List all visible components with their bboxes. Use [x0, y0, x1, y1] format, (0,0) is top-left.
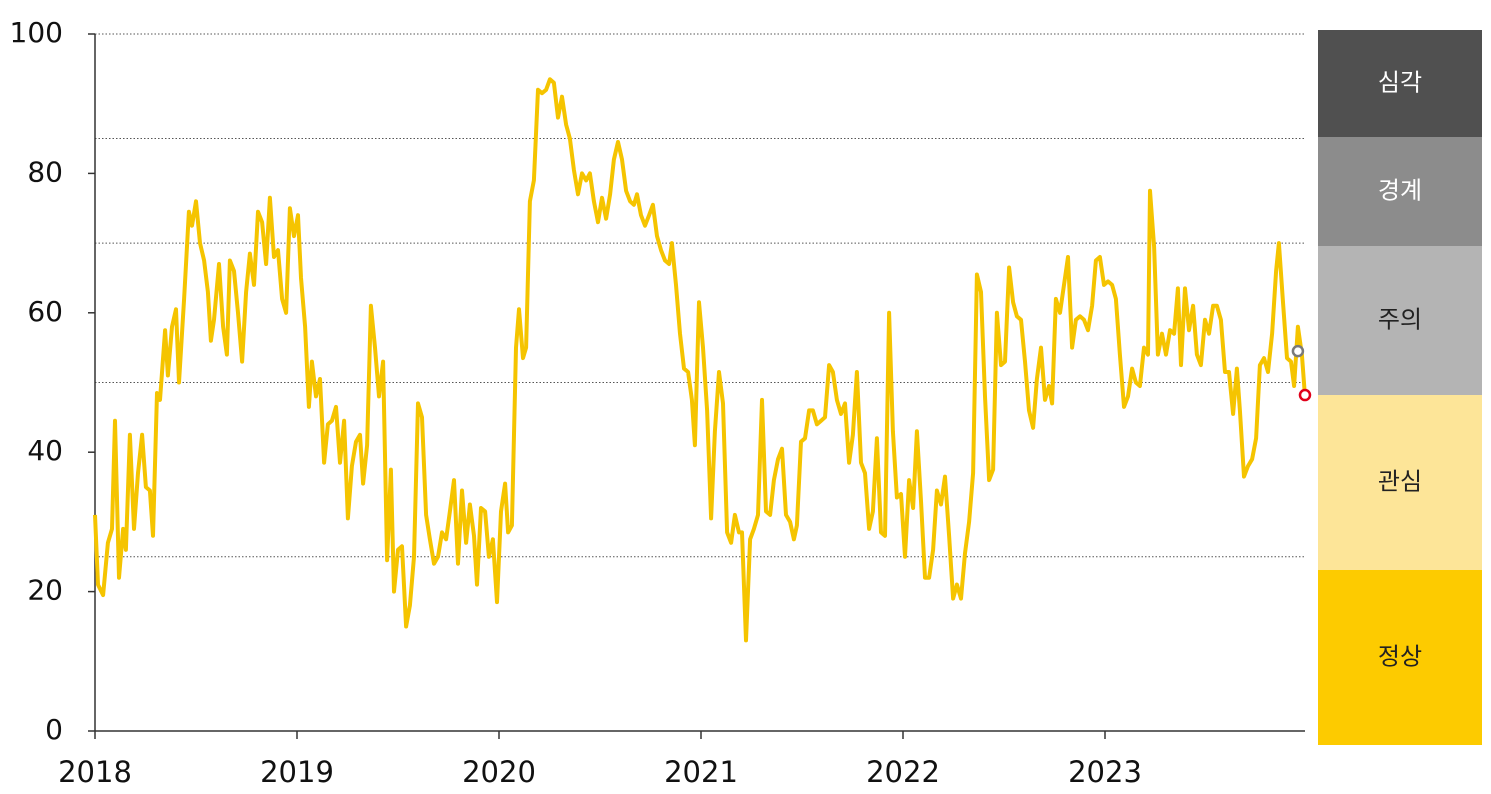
level-band — [1318, 30, 1482, 137]
y-tick-label: 0 — [45, 713, 63, 746]
y-tick-label: 100 — [10, 16, 63, 49]
level-band — [1318, 395, 1482, 570]
y-tick-label: 80 — [27, 155, 63, 188]
x-tick-label: 2022 — [866, 755, 940, 789]
x-tick-label: 2021 — [664, 755, 738, 789]
end-marker — [1298, 388, 1312, 402]
x-tick-label: 2020 — [462, 755, 536, 789]
level-band — [1318, 246, 1482, 395]
y-tick-label: 40 — [27, 434, 63, 467]
end-marker — [1291, 344, 1305, 358]
y-tick-label: 60 — [27, 295, 63, 328]
data-line — [93, 77, 1307, 643]
x-tick-label: 2023 — [1068, 755, 1142, 789]
level-band — [1318, 570, 1482, 745]
level-label: 관심 — [1378, 468, 1422, 496]
level-label: 경계 — [1378, 177, 1422, 205]
level-band — [1318, 137, 1482, 246]
x-tick-label: 2019 — [260, 755, 334, 789]
y-tick-label: 20 — [27, 574, 63, 607]
level-label: 심각 — [1378, 69, 1422, 97]
x-tick-label: 2018 — [58, 755, 132, 789]
level-label: 정상 — [1378, 643, 1422, 671]
level-label: 주의 — [1378, 306, 1422, 334]
